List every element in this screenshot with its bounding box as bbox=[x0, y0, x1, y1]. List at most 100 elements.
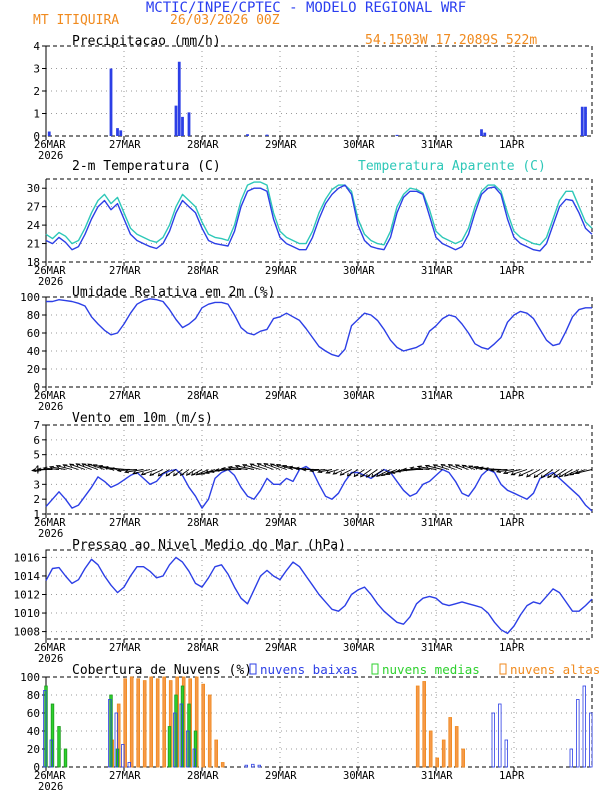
wind-arrow-head bbox=[227, 465, 233, 470]
y-tick-label: 1016 bbox=[14, 551, 41, 564]
x-tick-label: 1APR bbox=[499, 517, 525, 529]
wind-arrow-head bbox=[468, 465, 473, 469]
wind-arrow bbox=[310, 469, 326, 472]
y-tick-label: 100 bbox=[20, 671, 40, 684]
wind-arrow-head bbox=[402, 467, 407, 472]
panel-title: Cobertura de Nuvens (%) bbox=[72, 663, 252, 678]
y-tick-label: 1014 bbox=[14, 570, 41, 583]
cloud-bar-low bbox=[244, 764, 248, 768]
y-tick-label: 80 bbox=[27, 689, 40, 702]
wind-arrow bbox=[376, 469, 391, 477]
cloud-bar-high bbox=[461, 748, 465, 768]
x-tick-label: 26MAR bbox=[34, 642, 66, 654]
cloud-bar-high bbox=[207, 694, 212, 768]
cloud-bar-low bbox=[504, 739, 508, 768]
x-tick-label: 28MAR bbox=[187, 642, 219, 654]
x-year-label: 2026 bbox=[38, 401, 63, 413]
wind-arrow bbox=[326, 469, 339, 474]
wind-arrow bbox=[526, 469, 541, 478]
x-tick-label: 31MAR bbox=[421, 770, 453, 782]
wind-arrow-head bbox=[376, 473, 381, 478]
wind-arrow-head bbox=[242, 464, 247, 468]
cloud-bar-low bbox=[498, 703, 502, 768]
wind-arrow-head bbox=[68, 463, 74, 468]
y-tick-label: 3 bbox=[33, 478, 40, 491]
wind-arrow-head bbox=[209, 469, 215, 473]
wind-arrow-head bbox=[325, 470, 331, 474]
series-line bbox=[45, 184, 593, 252]
y-tick-label: 6 bbox=[33, 434, 40, 447]
precip-bar bbox=[47, 131, 51, 136]
wind-arrow-head bbox=[281, 464, 287, 469]
wind-arrow-head bbox=[288, 465, 294, 470]
wind-arrow bbox=[149, 469, 164, 476]
x-tick-label: 30MAR bbox=[343, 517, 375, 529]
wind-arrow-head bbox=[199, 471, 205, 475]
wind-arrow bbox=[69, 463, 86, 470]
x-tick-label: 26MAR bbox=[34, 770, 66, 782]
x-tick-label: 27MAR bbox=[109, 517, 141, 529]
wind-arrow bbox=[191, 469, 203, 476]
wind-arrow-head bbox=[518, 472, 524, 477]
wind-arrow-head bbox=[540, 474, 546, 479]
x-tick-label: 30MAR bbox=[343, 139, 375, 151]
y-tick-label: 40 bbox=[27, 725, 40, 738]
x-tick-label: 31MAR bbox=[421, 390, 453, 402]
wind-arrow-head bbox=[495, 469, 501, 473]
wind-arrow-head bbox=[132, 470, 138, 475]
wind-arrow bbox=[360, 469, 372, 478]
wind-arrow-head bbox=[269, 463, 275, 467]
wind-arrow bbox=[133, 469, 151, 475]
wind-arrow-head bbox=[409, 466, 415, 471]
cloud-bar-high bbox=[201, 683, 206, 768]
wind-arrow-head bbox=[568, 471, 574, 476]
cloud-bar-low bbox=[491, 712, 495, 768]
wind-arrow-head bbox=[478, 466, 484, 471]
series-line bbox=[45, 556, 593, 635]
x-tick-label: 27MAR bbox=[109, 265, 141, 277]
wind-arrow bbox=[569, 469, 586, 476]
panel-title: 2-m Temperatura (C) bbox=[72, 159, 221, 174]
wind-arrow-head bbox=[123, 469, 130, 474]
wind-arrow bbox=[166, 469, 177, 477]
x-tick-label: 28MAR bbox=[187, 517, 219, 529]
cloud-bar-high bbox=[454, 726, 459, 768]
wind-arrow-head bbox=[256, 463, 262, 467]
wind-arrow bbox=[158, 469, 170, 477]
cloud-bar-mid bbox=[63, 748, 68, 768]
wind-arrow-head bbox=[42, 466, 48, 471]
cloud-bar-low bbox=[121, 744, 125, 768]
wind-arrow bbox=[425, 465, 443, 470]
wind-arrow-head bbox=[332, 471, 338, 475]
cloud-bar-high bbox=[448, 717, 452, 768]
cloud-bar-low bbox=[179, 703, 183, 768]
cloud-bar-high bbox=[129, 676, 134, 768]
wind-arrow-head bbox=[31, 468, 37, 473]
wind-arrow-head bbox=[109, 467, 115, 471]
y-tick-label: 5 bbox=[33, 449, 40, 462]
x-tick-label: 29MAR bbox=[265, 517, 297, 529]
wind-arrow bbox=[228, 466, 248, 470]
cloud-bar-high bbox=[220, 762, 225, 768]
wind-arrow bbox=[318, 469, 333, 473]
wind-arrow-head bbox=[447, 463, 453, 468]
panel-title: Precipitacao (mm/h) bbox=[72, 34, 221, 49]
cloud-bar-mid bbox=[167, 726, 172, 768]
panel-title: Vento em 10m (m/s) bbox=[72, 411, 213, 426]
wind-arrow bbox=[366, 469, 378, 478]
wind-arrow bbox=[518, 469, 534, 477]
wind-arrow bbox=[575, 469, 593, 474]
cloud-bar-low bbox=[589, 712, 593, 768]
wind-arrow-head bbox=[533, 474, 539, 479]
x-tick-label: 27MAR bbox=[109, 770, 141, 782]
precip-bar bbox=[584, 106, 587, 136]
cloud-bar-high bbox=[422, 681, 426, 768]
wind-arrow-head bbox=[461, 464, 467, 469]
wind-arrow-head bbox=[526, 473, 531, 478]
precip-bar bbox=[177, 61, 181, 136]
x-year-label: 2026 bbox=[38, 528, 63, 540]
header-location: MT ITIQUIRA bbox=[33, 13, 119, 28]
panel-title: Pressao ao Nivel Medio do Mar (hPa) bbox=[72, 538, 346, 553]
wind-arrow-head bbox=[432, 464, 438, 468]
